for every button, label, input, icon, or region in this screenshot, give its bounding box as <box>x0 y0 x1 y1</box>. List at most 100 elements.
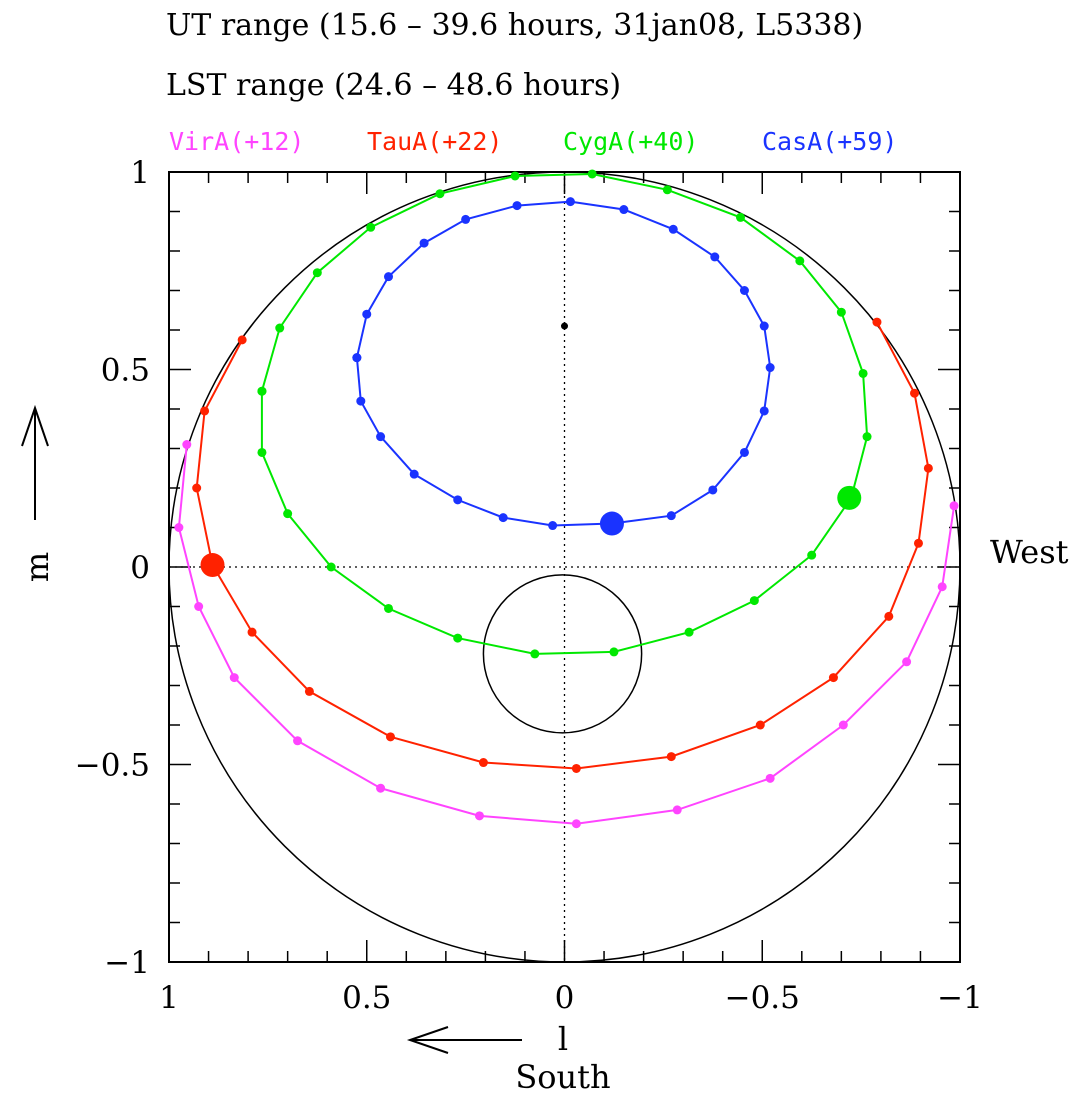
series-point <box>352 353 362 363</box>
ut-range-title: UT range (15.6 – 39.6 hours, 31jan08, L5… <box>166 8 864 43</box>
series-point <box>838 720 848 730</box>
series-point <box>312 268 322 278</box>
series-point <box>283 509 293 519</box>
series-point <box>461 214 471 224</box>
series-point <box>229 673 239 683</box>
series-point <box>356 396 366 406</box>
legend-entry: CygA(+40) <box>563 127 698 156</box>
series-point <box>759 321 769 331</box>
series-point <box>304 686 314 696</box>
series-point <box>902 657 912 667</box>
series-point <box>453 633 463 643</box>
series-point <box>194 602 204 611</box>
series-cyga40 <box>257 169 872 659</box>
series-point <box>609 647 619 657</box>
x-tick-label: −1 <box>937 980 983 1016</box>
series-point <box>571 819 581 829</box>
series-point <box>710 252 720 262</box>
series-point <box>765 363 775 373</box>
series-point <box>862 432 872 442</box>
series-point <box>192 483 202 493</box>
series-layer <box>174 169 959 829</box>
series-point <box>662 185 672 195</box>
series-point <box>498 513 508 523</box>
series-point <box>237 335 247 345</box>
series-point <box>565 197 575 207</box>
series-point <box>587 169 597 179</box>
x-tick-label: 0.5 <box>342 980 391 1016</box>
legend: VirA(+12) TauA(+22) CygA(+40) CasA(+59) <box>169 127 897 156</box>
series-point <box>435 189 445 199</box>
series-point <box>174 523 184 532</box>
series-point <box>858 368 868 378</box>
series-point <box>749 596 759 606</box>
series-point <box>376 432 386 442</box>
series-point <box>884 611 894 621</box>
series-point <box>474 811 484 821</box>
current-position-marker <box>200 553 225 578</box>
series-point <box>293 736 303 746</box>
series-point <box>619 205 629 215</box>
horizon-circle <box>168 171 961 963</box>
series-point <box>257 386 267 396</box>
series-point <box>937 582 947 592</box>
series-point <box>366 222 376 232</box>
series-point <box>247 627 257 637</box>
series-point <box>512 201 522 211</box>
series-point <box>257 447 267 457</box>
series-point <box>275 323 285 333</box>
x-tick-label: −0.5 <box>725 980 800 1016</box>
series-point <box>409 469 419 479</box>
series-point <box>872 317 882 327</box>
series-point <box>684 627 694 637</box>
series-point <box>362 309 372 319</box>
series-point <box>385 732 395 742</box>
current-position-marker <box>599 511 624 536</box>
series-point <box>910 388 920 398</box>
series-point <box>828 673 838 683</box>
series-point <box>326 562 336 572</box>
x-arrow-head <box>406 1026 449 1054</box>
series-point <box>755 720 765 730</box>
series-point <box>836 307 846 317</box>
series-point <box>376 783 386 793</box>
series-line <box>355 200 772 527</box>
plot-frame <box>168 171 961 963</box>
series-taua22 <box>192 317 933 773</box>
series-point <box>708 485 718 495</box>
series-point <box>759 406 769 416</box>
series-line <box>177 444 956 825</box>
series-point <box>384 272 394 282</box>
legend-entry: CasA(+59) <box>762 127 897 156</box>
series-casa59 <box>352 197 775 536</box>
y-arrow-head <box>21 404 49 447</box>
series-point <box>668 224 678 234</box>
y-tick-label: 0 <box>130 550 150 586</box>
beam-circle <box>482 574 643 734</box>
series-point <box>923 463 933 473</box>
series-point <box>735 212 745 222</box>
series-point <box>739 286 749 295</box>
series-point <box>478 758 488 768</box>
y-tick-label: 0.5 <box>101 353 150 389</box>
zenith-point <box>561 322 568 330</box>
series-point <box>571 763 581 773</box>
series-point <box>807 550 817 560</box>
x-tick-label: 0 <box>555 980 575 1016</box>
series-point <box>949 501 959 511</box>
lst-range-title: LST range (24.6 – 48.6 hours) <box>166 68 622 103</box>
series-point <box>510 171 520 181</box>
series-point <box>548 521 558 531</box>
current-position-marker <box>837 485 862 510</box>
series-vira12 <box>174 440 959 829</box>
y-tick-label: 1 <box>130 155 150 191</box>
x-axis-label: l <box>558 1020 568 1058</box>
series-point <box>384 603 394 613</box>
series-point <box>200 406 210 416</box>
series-point <box>666 752 676 762</box>
legend-entry: VirA(+12) <box>169 127 304 156</box>
series-point <box>666 511 676 521</box>
series-point <box>419 238 429 248</box>
